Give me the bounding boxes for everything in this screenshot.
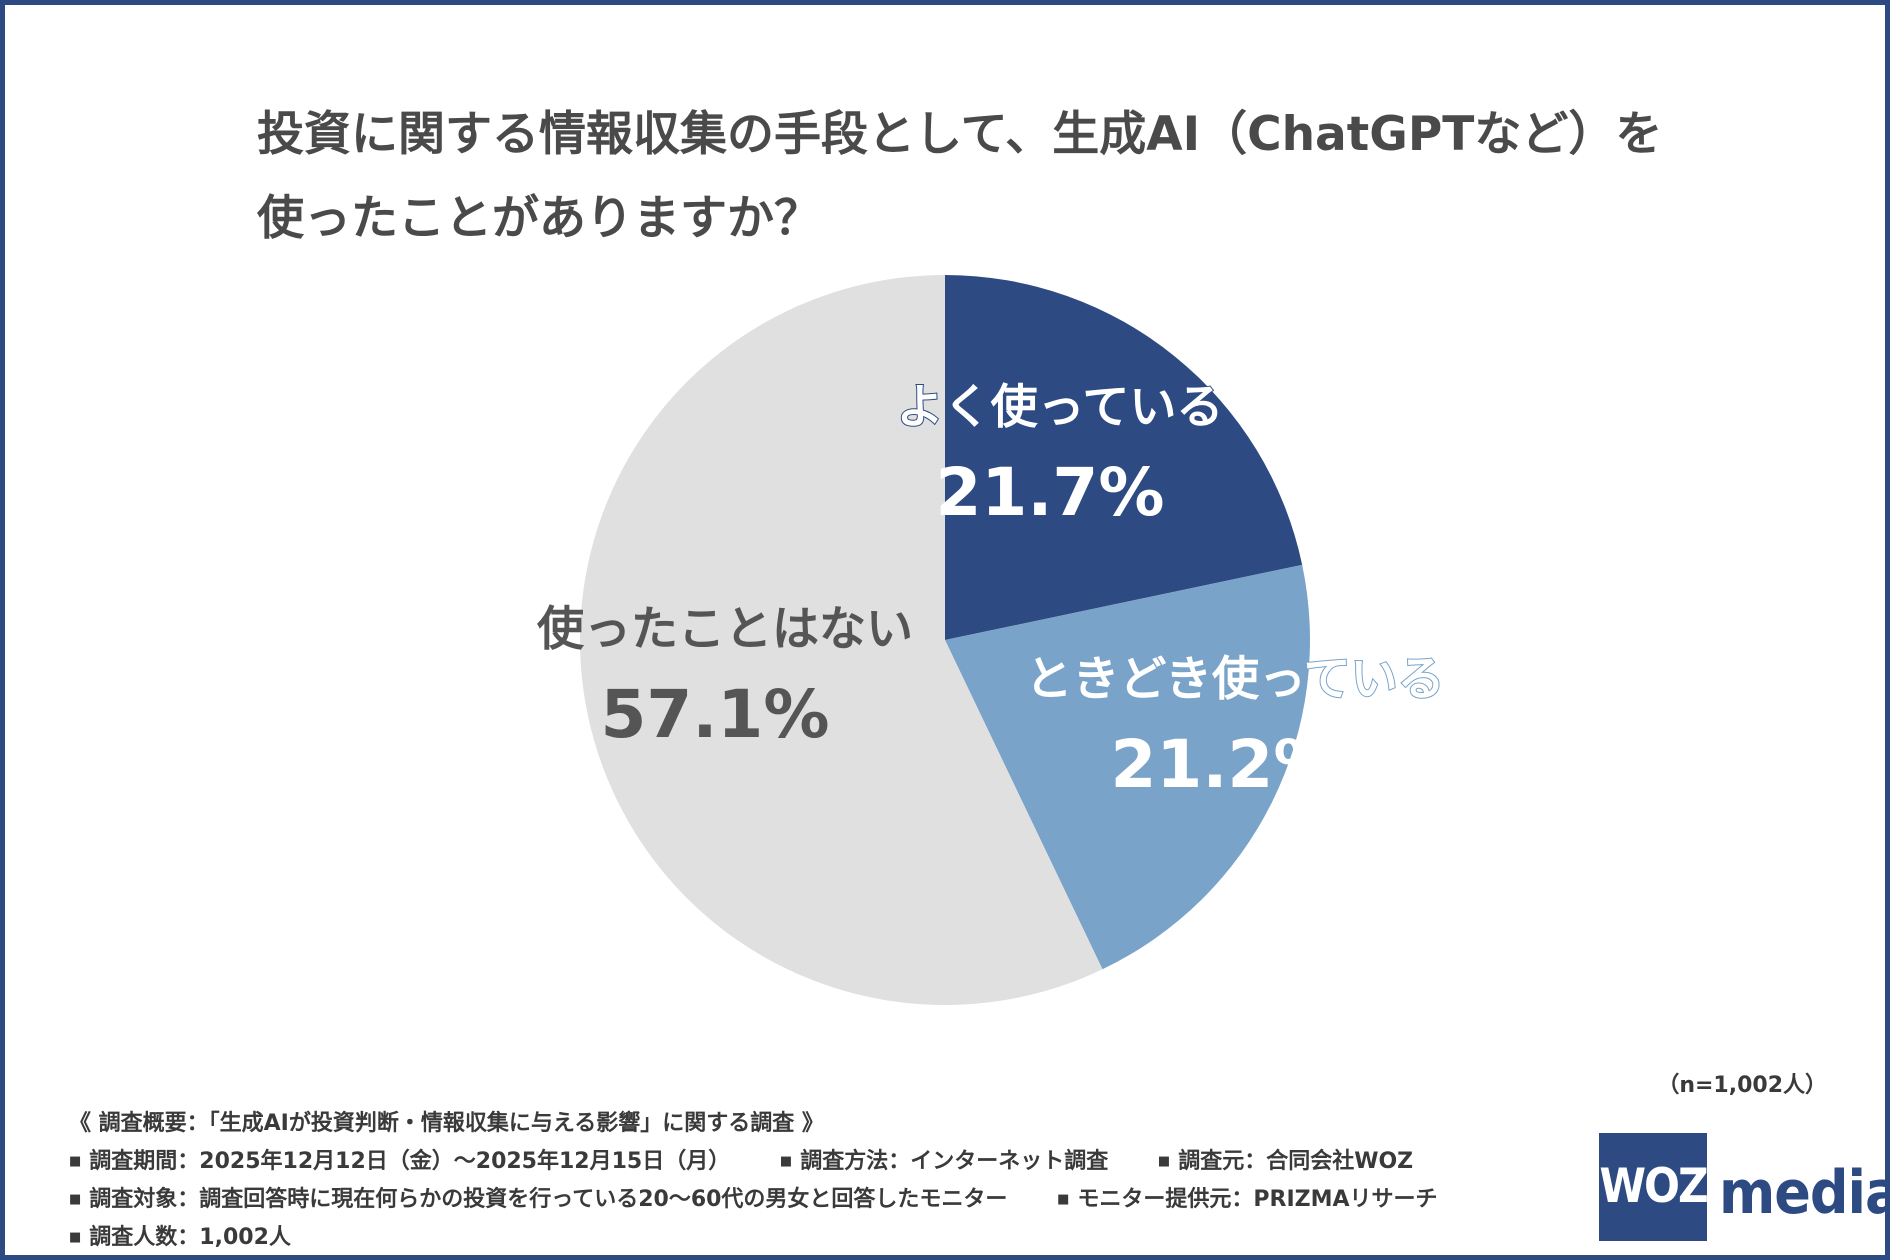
survey-row-2: ■ 調査対象：調査回答時に現在何らかの投資を行っている20～60代の男女と回答した… <box>69 1181 1569 1219</box>
sample-size-note: （n=1,002人） <box>1657 1073 1827 1098</box>
slice-value-yoku: 21.7% <box>936 454 1165 531</box>
chart-title-line-1: 投資に関する情報収集の手段として、生成AI（ChatGPTなど）を <box>257 107 1663 162</box>
chart-title: 投資に関する情報収集の手段として、生成AI（ChatGPTなど）を 使ったことが… <box>257 93 1737 261</box>
survey-provider: ■ モニター提供元：PRIZMAリサーチ <box>1057 1181 1437 1219</box>
survey-count-text: 調査人数：1,002人 <box>89 1225 291 1250</box>
survey-summary: 《 調査概要：「生成AIが投資判断・情報収集に与える影響」に関する調査 》 <box>69 1111 824 1136</box>
pie-slice-yoku <box>945 275 1303 640</box>
survey-period: ■ 調査期間：2025年12月12日（金）～2025年12月15日（月） <box>69 1143 730 1181</box>
survey-provider-text: モニター提供元：PRIZMAリサーチ <box>1077 1187 1438 1212</box>
bullet: ■ <box>779 1154 793 1169</box>
slice-label-nai: 使ったことはない <box>537 602 913 657</box>
bullet: ■ <box>1057 1192 1070 1207</box>
survey-count: ■ 調査人数：1,002人 <box>69 1219 291 1257</box>
slice-value-nai: 57.1% <box>601 676 830 753</box>
chart-title-line-2: 使ったことがありますか？ <box>257 191 821 246</box>
slice-value-tokidoki: 21.2% <box>1111 726 1340 803</box>
bullet: ■ <box>69 1154 82 1169</box>
pie-chart: よく使っている 21.7% ときどき使っている 21.2% 使ったことはない 57.1% <box>537 275 1446 1006</box>
bullet: ■ <box>69 1192 82 1207</box>
survey-organizer-text: 調査元：合同会社WOZ <box>1178 1149 1414 1174</box>
survey-target-text: 調査対象：調査回答時に現在何らかの投資を行っている20～60代の男女と回答したモ… <box>89 1187 1008 1212</box>
slice-label-yoku: よく使っている <box>897 380 1224 435</box>
bullet: ■ <box>1157 1154 1171 1169</box>
survey-organizer: ■ 調査元：合同会社WOZ <box>1158 1143 1413 1181</box>
woz-media-logo: WOZ media <box>1599 1133 1890 1241</box>
survey-target: ■ 調査対象：調査回答時に現在何らかの投資を行っている20～60代の男女と回答した… <box>69 1181 1007 1219</box>
survey-period-text: 調査期間：2025年12月12日（金）～2025年12月15日（月） <box>89 1149 731 1174</box>
survey-method: ■ 調査方法：インターネット調査 <box>780 1143 1108 1181</box>
survey-row-1: ■ 調査期間：2025年12月12日（金）～2025年12月15日（月） ■ 調査方… <box>69 1143 1569 1181</box>
slice-label-tokidoki: ときどき使っている <box>1025 652 1444 707</box>
logo-text: media <box>1719 1158 1890 1228</box>
logo-box: WOZ <box>1599 1133 1709 1241</box>
survey-overview: 《 調査概要：「生成AIが投資判断・情報収集に与える影響」に関する調査 》 ■ 調… <box>69 1105 1569 1257</box>
pie-slice-tokidoki <box>945 564 1310 970</box>
pie-slice-nai <box>580 275 1103 1006</box>
survey-row-3: ■ 調査人数：1,002人 <box>69 1219 1569 1257</box>
survey-method-text: 調査方法：インターネット調査 <box>800 1149 1109 1174</box>
bullet: ■ <box>69 1230 82 1245</box>
